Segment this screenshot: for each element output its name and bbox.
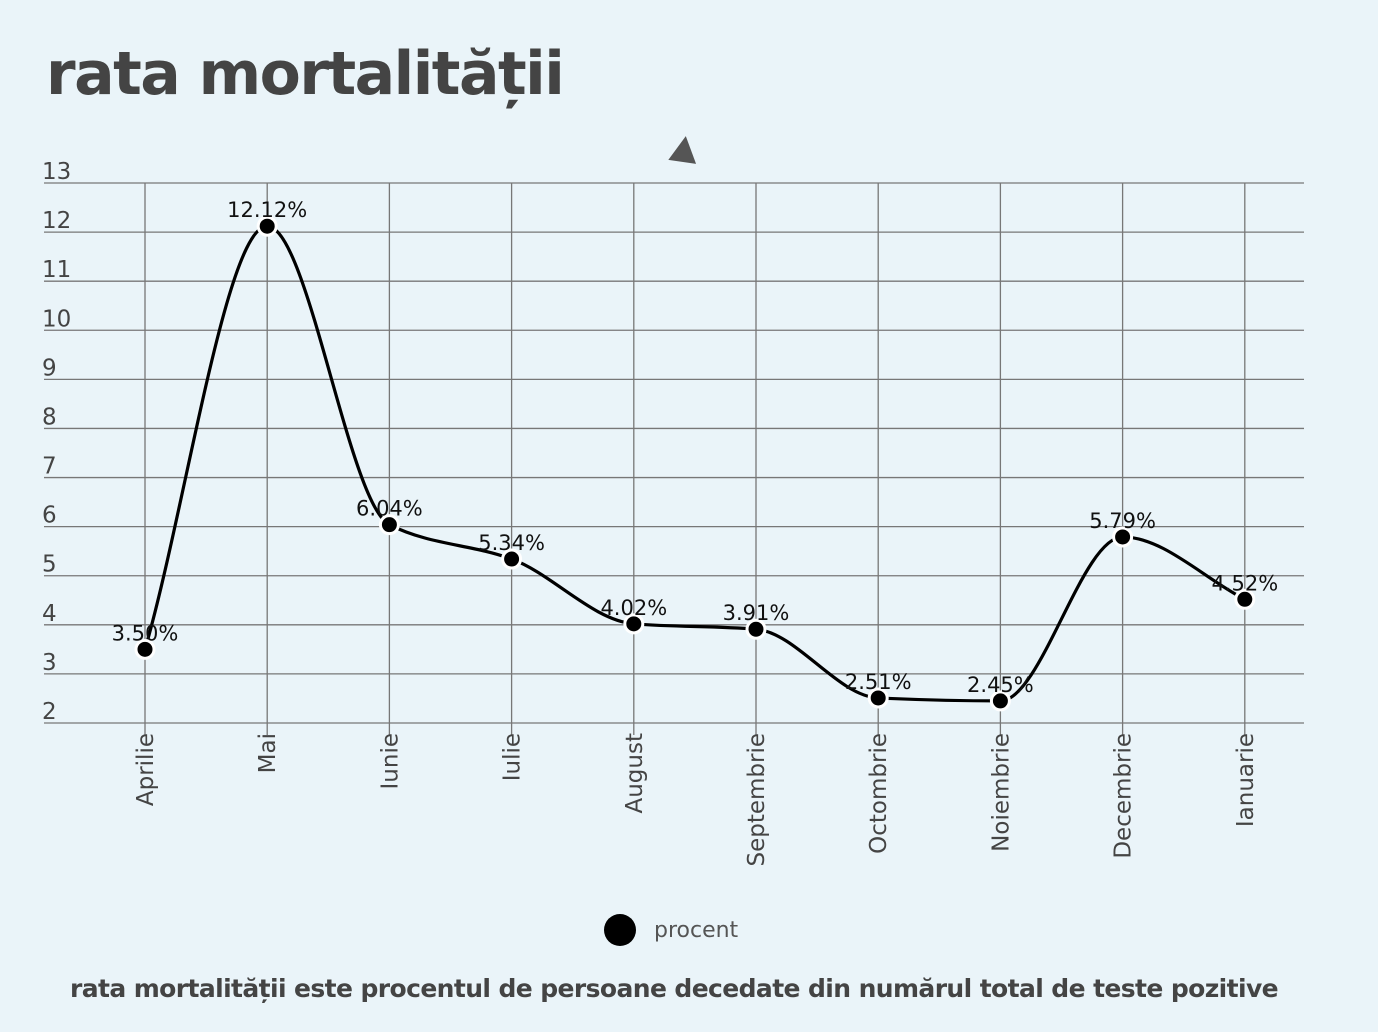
legend-marker-icon xyxy=(604,914,636,946)
data-label: 4.02% xyxy=(600,596,667,620)
x-axis-tick-labels: Aprilie Mai Iunie Iulie August Septembrie Octo… xyxy=(133,733,1259,867)
data-label: 2.51% xyxy=(845,670,912,694)
chart-title: rata mortalității xyxy=(46,39,565,109)
y-tick-label: 4 xyxy=(42,601,57,627)
x-tick-label: Decembrie xyxy=(1111,733,1137,859)
x-tick-label: Iunie xyxy=(377,733,403,789)
y-tick-label: 13 xyxy=(42,159,71,185)
x-tick-label: Mai xyxy=(255,733,281,773)
data-point xyxy=(501,548,523,570)
x-tick-label: Aprilie xyxy=(133,733,159,806)
data-label: 12.12% xyxy=(227,198,307,222)
x-tick-label: Octombrie xyxy=(866,733,892,854)
y-tick-label: 9 xyxy=(42,355,57,381)
grid-lines xyxy=(44,182,1304,735)
data-label: 4.52% xyxy=(1211,571,1278,595)
x-tick-label: Noiembrie xyxy=(988,733,1014,852)
y-axis-tick-labels: 2 3 4 5 6 7 8 9 10 11 12 13 xyxy=(42,159,71,725)
x-tick-label: August xyxy=(622,733,648,814)
series-line-layer xyxy=(143,224,1246,703)
data-label: 5.79% xyxy=(1089,509,1156,533)
data-point xyxy=(867,687,889,709)
data-point xyxy=(989,690,1011,712)
data-label: 2.45% xyxy=(967,673,1034,697)
y-tick-label: 8 xyxy=(42,404,57,430)
y-tick-label: 12 xyxy=(42,208,71,234)
y-tick-label: 3 xyxy=(42,650,57,676)
series-line xyxy=(143,224,1246,703)
data-label: 3.50% xyxy=(112,621,179,645)
legend: procent xyxy=(604,914,738,946)
line-chart: 2 3 4 5 6 7 8 9 10 11 12 13 Aprilie Mai Iunie Iulie Aug… xyxy=(42,159,1304,867)
y-tick-label: 11 xyxy=(42,257,71,283)
data-point xyxy=(134,638,156,660)
y-tick-label: 5 xyxy=(42,552,57,578)
x-tick-label: Septembrie xyxy=(744,733,770,867)
y-tick-label: 7 xyxy=(42,454,57,480)
x-tick-label: Iulie xyxy=(500,733,526,781)
data-point xyxy=(1234,588,1256,610)
data-label: 6.04% xyxy=(356,497,423,521)
data-label: 3.91% xyxy=(723,601,790,625)
data-point xyxy=(623,613,645,635)
data-labels: 3.50% 12.12% 6.04% 5.34% 4.02% 3.91% 2.51% 2.45… xyxy=(112,198,1279,697)
x-tick-label: Ianuarie xyxy=(1233,733,1259,827)
data-point xyxy=(256,215,278,237)
data-point xyxy=(378,514,400,536)
data-point xyxy=(745,618,767,640)
y-tick-label: 10 xyxy=(42,306,71,332)
data-point xyxy=(1112,526,1134,548)
data-points xyxy=(134,215,1256,712)
legend-label: procent xyxy=(654,917,739,943)
chart-footnote: rata mortalității este procentul de pers… xyxy=(70,974,1279,1003)
data-label: 5.34% xyxy=(478,531,545,555)
y-tick-label: 2 xyxy=(42,699,57,725)
y-tick-label: 6 xyxy=(42,503,57,529)
